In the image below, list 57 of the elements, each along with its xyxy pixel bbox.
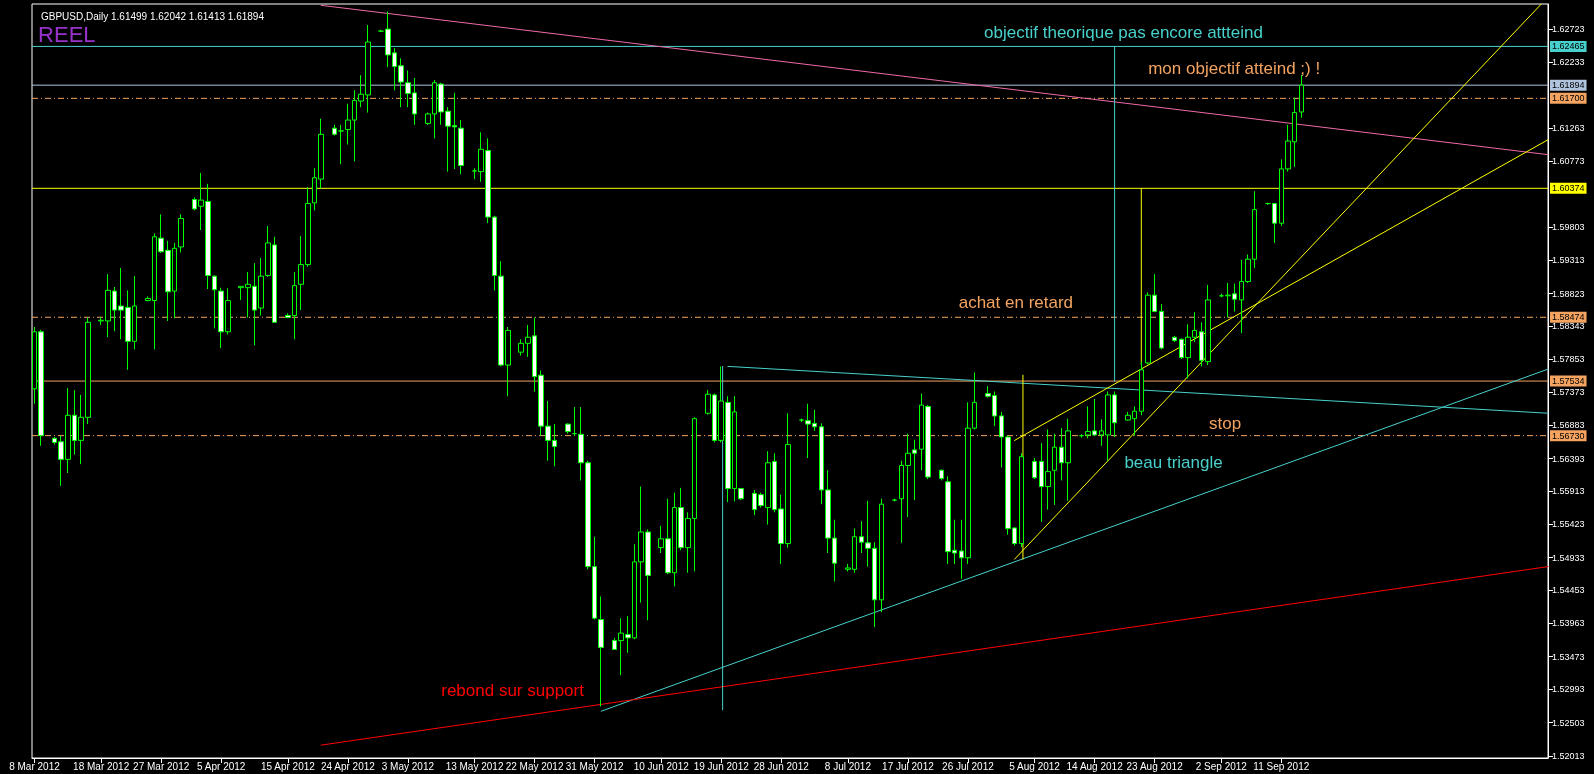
y-tick-label: 1.61263 (1552, 122, 1585, 133)
x-tick-label: 22 May 2012 (505, 760, 564, 772)
annotation: objectif theorique pas encore attteind (984, 23, 1263, 43)
y-tick-label: 1.59803 (1552, 222, 1585, 233)
x-tick-label: 31 May 2012 (565, 760, 624, 772)
x-tick-label: 5 Aug 2012 (1009, 760, 1061, 772)
y-tick-label: 1.57853 (1552, 354, 1585, 365)
x-tick-label: 15 Apr 2012 (260, 760, 316, 772)
x-tick-label: 19 Jun 2012 (693, 760, 750, 772)
annotation: beau triangle (1124, 452, 1223, 472)
annotation: stop (1209, 414, 1242, 434)
y-tick-label: 1.55423 (1552, 519, 1585, 530)
x-tick-label: 27 Mar 2012 (133, 760, 190, 772)
ref-line-label: 1.62465 (1552, 41, 1585, 52)
ref-line-label: 1.57534 (1552, 376, 1585, 387)
y-tick-label: 1.52013 (1552, 750, 1585, 761)
x-tick-label: 10 Jun 2012 (633, 760, 690, 772)
y-tick-label: 1.52993 (1552, 684, 1585, 695)
text: GBPUSD,Daily 1.61499 1.62042 1.61413 1.61894 (41, 10, 265, 22)
y-tick-label: 1.54933 (1552, 552, 1585, 563)
x-tick-label: 5 Apr 2012 (197, 760, 246, 772)
x-tick-label: 13 May 2012 (445, 760, 504, 772)
ref-line-label: 1.56730 (1552, 430, 1585, 441)
x-tick-label: 2 Sep 2012 (1195, 760, 1248, 772)
ref-line-label: 1.61894 (1552, 80, 1585, 91)
annotation: REEL (38, 21, 96, 47)
y-tick-label: 1.56393 (1552, 453, 1585, 464)
x-tick-label: 11 Sep 2012 (1253, 760, 1310, 772)
annotation: rebond sur support (441, 681, 585, 701)
x-tick-label: 8 Jul 2012 (824, 760, 872, 772)
x-tick-label: 18 Mar 2012 (73, 760, 130, 772)
y-tick-label: 1.62723 (1552, 23, 1585, 34)
ref-line-label: 1.61700 (1552, 93, 1585, 104)
y-tick-label: 1.59313 (1552, 255, 1585, 266)
x-tick-label: 17 Jul 2012 (882, 760, 935, 772)
ref-line-label: 1.58474 (1552, 312, 1585, 323)
annotation: achat en retard (958, 293, 1074, 313)
y-tick-label: 1.57373 (1552, 386, 1585, 397)
x-tick-label: 23 Aug 2012 (1126, 760, 1184, 772)
y-tick-label: 1.52503 (1552, 717, 1585, 728)
ref-line-label: 1.60374 (1552, 183, 1585, 194)
y-tick-label: 1.62233 (1552, 57, 1585, 68)
y-tick-label: 1.55913 (1552, 486, 1585, 497)
y-tick-label: 1.54453 (1552, 585, 1585, 596)
y-tick-label: 1.53963 (1552, 618, 1585, 629)
y-tick-label: 1.53473 (1552, 651, 1585, 662)
x-tick-label: 24 Apr 2012 (320, 760, 376, 772)
y-tick-label: 1.56883 (1552, 420, 1585, 431)
x-tick-label: 14 Aug 2012 (1066, 760, 1124, 772)
y-tick-label: 1.60773 (1552, 156, 1585, 167)
x-tick-label: 28 Jun 2012 (753, 760, 810, 772)
x-tick-label: 8 Mar 2012 (9, 760, 61, 772)
y-tick-label: 1.58823 (1552, 288, 1585, 299)
annotation: mon objectif atteind ;) ! (1148, 59, 1321, 79)
x-tick-label: 3 May 2012 (381, 760, 435, 772)
y-tick-label: 1.58343 (1552, 321, 1585, 332)
x-tick-label: 26 Jul 2012 (942, 760, 995, 772)
